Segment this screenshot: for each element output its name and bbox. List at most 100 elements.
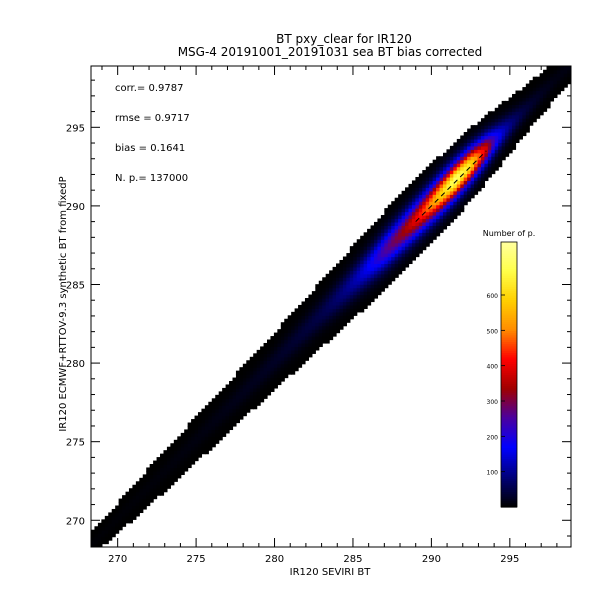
density-cell	[108, 522, 113, 527]
density-cell	[436, 176, 441, 182]
density-cell	[411, 204, 416, 209]
density-cell	[184, 460, 189, 465]
density-cell	[304, 342, 310, 348]
density-cell	[360, 263, 365, 268]
density-cell	[449, 156, 454, 161]
density-cell	[301, 325, 306, 330]
density-cell	[260, 398, 265, 403]
colorbar-segment	[501, 341, 517, 345]
density-cell	[356, 256, 361, 261]
density-cell	[505, 135, 510, 140]
density-cell	[501, 132, 506, 137]
density-cell	[177, 446, 182, 451]
density-cell	[460, 135, 465, 140]
density-cell	[522, 118, 527, 123]
density-cell	[356, 249, 361, 254]
density-cell	[439, 211, 444, 216]
density-cell	[401, 266, 406, 271]
density-cell	[453, 163, 458, 168]
density-cell	[225, 398, 230, 403]
density-cell	[232, 381, 237, 386]
density-cell	[408, 211, 413, 216]
density-cell	[139, 498, 144, 503]
density-cell	[432, 211, 437, 216]
density-cell	[536, 111, 541, 116]
density-cell	[277, 332, 282, 337]
density-cell	[260, 384, 265, 389]
density-cell	[267, 384, 272, 389]
colorbar-segment	[501, 431, 517, 435]
density-cell	[339, 284, 344, 289]
density-cell	[263, 384, 268, 389]
density-cell	[277, 346, 282, 351]
density-cell	[287, 353, 292, 358]
density-cell	[422, 228, 427, 233]
density-cell	[415, 183, 420, 188]
density-cell	[246, 408, 251, 413]
density-cell	[163, 484, 168, 489]
density-cell	[411, 228, 416, 233]
density-cell	[456, 145, 461, 150]
density-cell	[187, 450, 192, 455]
density-cell	[453, 142, 458, 147]
density-cell	[253, 387, 258, 392]
density-cell	[505, 107, 510, 112]
density-cell	[515, 132, 520, 137]
density-cell	[336, 291, 341, 296]
density-cell	[184, 457, 189, 462]
density-cell	[418, 180, 423, 185]
density-cell	[353, 294, 358, 299]
density-cell	[263, 346, 268, 351]
density-cell	[298, 322, 303, 327]
density-cell	[284, 353, 289, 358]
density-cell	[484, 156, 489, 161]
density-cell	[408, 242, 413, 247]
density-cell	[315, 336, 320, 341]
density-cell	[173, 477, 178, 482]
density-cell	[491, 159, 496, 164]
density-cell	[429, 239, 434, 244]
density-cell	[446, 170, 451, 175]
density-cell	[408, 201, 413, 206]
density-cell	[339, 277, 344, 282]
density-cell	[487, 163, 492, 168]
density-cell	[453, 194, 458, 199]
density-cell	[487, 166, 492, 171]
density-cell	[180, 446, 185, 451]
density-cell	[518, 114, 523, 119]
density-cell	[253, 384, 258, 389]
density-cell	[360, 246, 365, 251]
density-cell	[294, 342, 299, 348]
density-cell	[156, 481, 161, 486]
colorbar-segment	[501, 383, 517, 387]
density-cell	[149, 484, 154, 489]
density-cell	[387, 280, 392, 285]
density-cell	[111, 519, 116, 524]
density-cell	[225, 405, 230, 410]
density-cell	[277, 342, 282, 348]
density-cell	[332, 304, 337, 309]
density-cell	[491, 121, 496, 126]
density-cell	[439, 225, 444, 230]
density-cell	[218, 432, 223, 437]
density-cell	[491, 111, 496, 116]
density-cell	[411, 239, 416, 244]
density-cell	[246, 377, 251, 382]
density-cell	[318, 301, 323, 306]
density-cell	[474, 176, 479, 182]
density-cell	[336, 325, 341, 330]
density-cell	[170, 457, 175, 462]
colorbar-segment	[501, 261, 517, 265]
density-cell	[197, 443, 203, 448]
density-cell	[436, 228, 441, 233]
density-cell	[346, 266, 351, 271]
density-cell	[536, 97, 541, 102]
density-cell	[267, 346, 272, 351]
density-cell	[370, 284, 375, 289]
density-cell	[332, 287, 337, 292]
density-cell	[443, 201, 448, 206]
density-cell	[512, 145, 517, 150]
density-cell	[436, 204, 441, 209]
density-cell	[463, 183, 468, 188]
density-cell	[322, 291, 327, 296]
